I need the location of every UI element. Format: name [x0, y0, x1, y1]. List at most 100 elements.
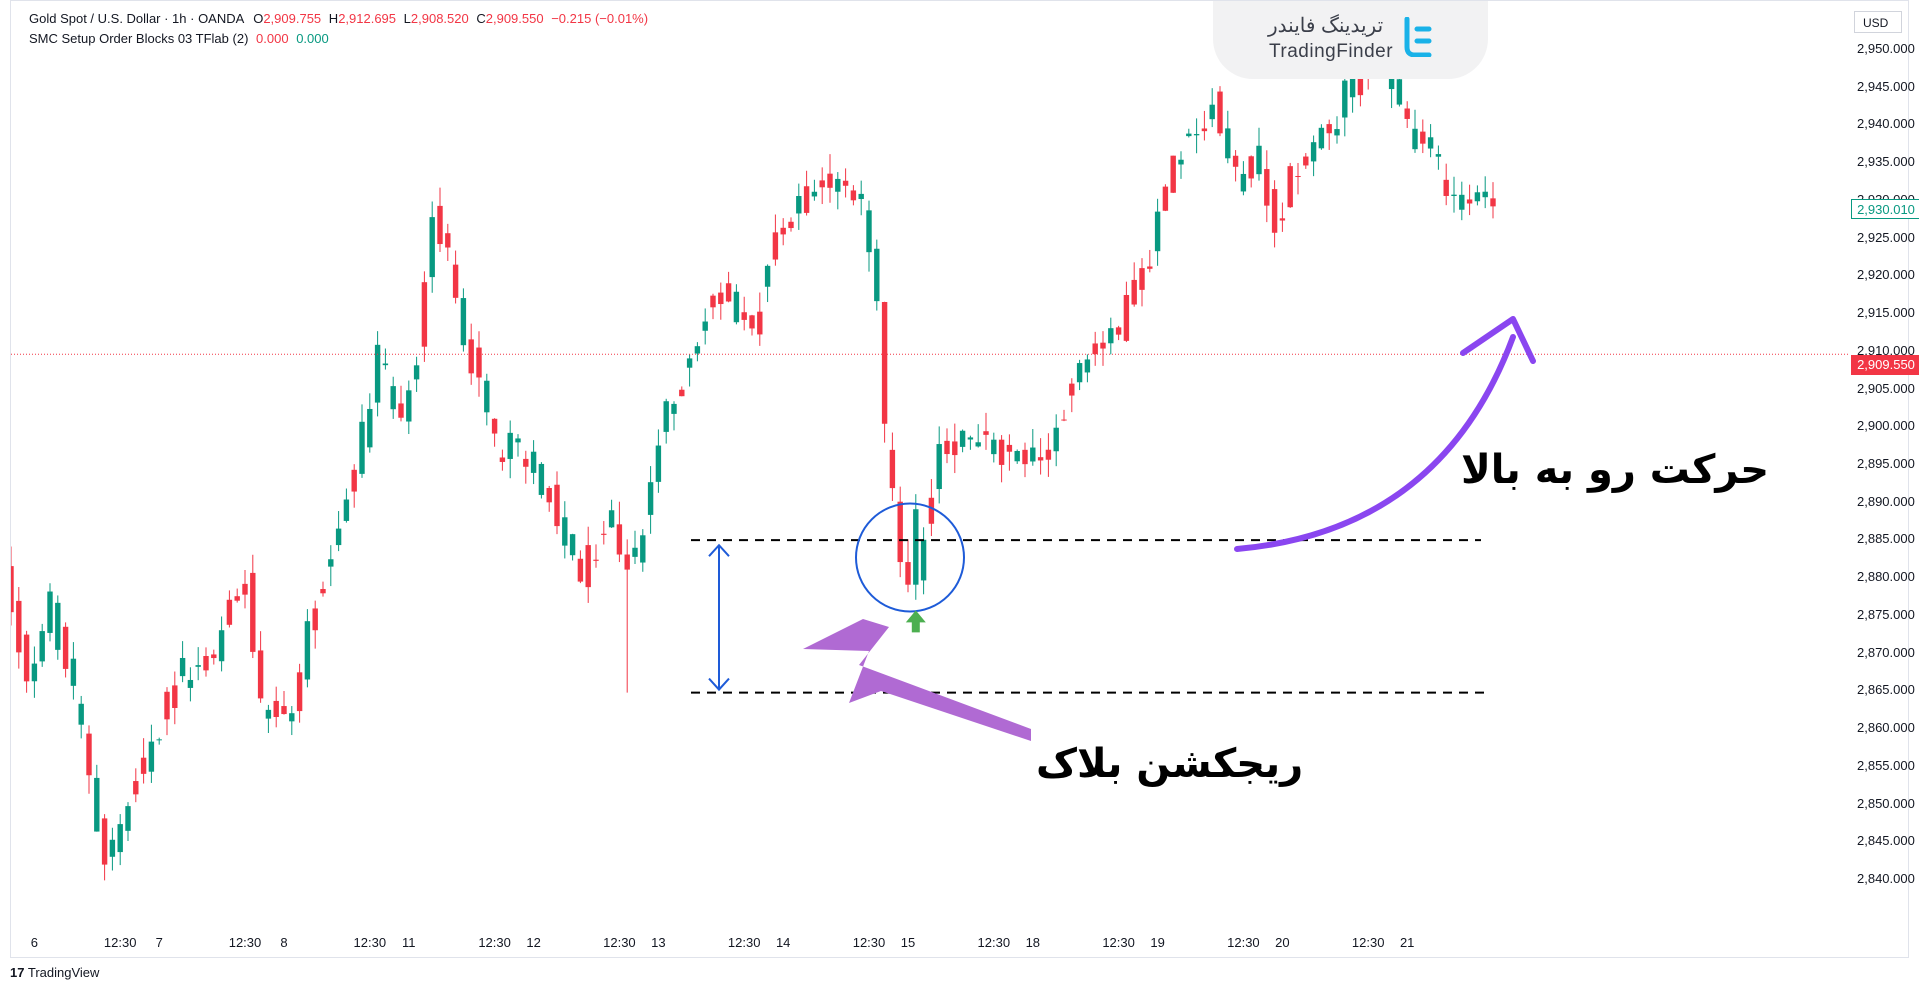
candle-down: [296, 672, 303, 712]
candle-down: [1404, 108, 1410, 119]
time-tick-label: 12:30: [977, 935, 1011, 950]
candle-up: [562, 517, 568, 546]
candle-down: [133, 781, 139, 795]
candle-down: [546, 487, 552, 503]
candle-down: [1069, 383, 1075, 396]
candle-down: [1006, 444, 1013, 452]
currency-selector[interactable]: USD: [1854, 11, 1902, 33]
legend-low: 2,908.520: [410, 11, 469, 26]
candle-down: [1420, 131, 1426, 144]
candle-down: [281, 706, 287, 715]
candle-up: [733, 291, 740, 323]
candle-up: [640, 535, 646, 563]
candle-down: [23, 634, 30, 682]
candle-up: [796, 196, 802, 214]
time-tick-label: 12:30: [727, 935, 761, 950]
candle-up: [694, 346, 701, 354]
candle-up: [374, 344, 381, 403]
candle-down: [998, 439, 1005, 465]
candle-down: [850, 190, 857, 201]
price-tick-label: 2,920.000: [1857, 267, 1915, 283]
price-tick-label: 2,915.000: [1857, 305, 1915, 321]
price-tick-label: 2,925.000: [1857, 229, 1915, 245]
candle-up: [920, 539, 927, 581]
chart-frame[interactable]: Gold Spot / U.S. Dollar · 1h · OANDA O2,…: [10, 0, 1919, 959]
candle-up: [1014, 450, 1020, 462]
candle-down: [1022, 449, 1028, 465]
chart-canvas[interactable]: [11, 1, 1910, 959]
price-tick-label: 2,910.000: [1857, 342, 1915, 358]
time-tick-label: 11: [402, 935, 416, 950]
candle-up: [335, 528, 342, 546]
candle-down: [523, 458, 529, 467]
price-tick-label: 2,950.000: [1857, 41, 1915, 56]
candle-down: [164, 691, 170, 720]
legend-h-label: H: [328, 11, 339, 26]
candle-down: [1466, 199, 1473, 204]
time-tick-label: 19: [1150, 935, 1165, 950]
candle-down: [445, 233, 451, 248]
price-tick-label: 2,895.000: [1857, 455, 1915, 471]
candle-down: [593, 559, 599, 561]
candle-up: [304, 621, 311, 680]
candle-down: [351, 469, 357, 492]
candle-down: [741, 312, 747, 320]
price-tick-label: 2,870.000: [1857, 644, 1915, 660]
price-tick-label: 2,855.000: [1857, 757, 1915, 773]
candle-down: [757, 311, 763, 335]
candle-up: [1342, 80, 1348, 118]
tradingview-mark-icon: 17: [10, 965, 25, 980]
candle-up: [811, 191, 818, 197]
candle-down: [203, 656, 209, 671]
candle-up: [1310, 142, 1317, 162]
candle-up: [1108, 328, 1114, 344]
candle-down: [1061, 419, 1067, 421]
time-tick-label: 12: [526, 935, 541, 950]
candle-up: [1209, 104, 1215, 120]
candle-up: [655, 445, 662, 482]
candle-down: [11, 566, 14, 613]
candle-up: [866, 210, 872, 253]
candle-down: [827, 173, 833, 188]
tradingview-brand: TradingView: [27, 965, 100, 980]
candle-up: [874, 248, 880, 302]
time-tick-label: 6: [30, 935, 39, 950]
candle-up: [148, 741, 155, 772]
candle-up: [632, 547, 638, 557]
tradingview-logo[interactable]: 17 TradingView: [10, 965, 99, 980]
candle-up: [1349, 71, 1356, 98]
legend-l-label: L: [403, 11, 411, 26]
candle-up: [390, 386, 396, 410]
candle-down: [928, 497, 935, 524]
candle-down: [889, 449, 896, 489]
indicator-value-2: 0.000: [296, 31, 329, 46]
candle-down: [242, 583, 248, 595]
candle-down: [234, 596, 240, 601]
candle-up: [1412, 128, 1418, 150]
legend-high: 2,912.695: [338, 11, 397, 26]
candle-down: [788, 221, 794, 229]
candle-up: [1030, 447, 1036, 462]
time-tick-label: 12:30: [1227, 935, 1260, 950]
candle-up: [1388, 77, 1395, 90]
candle-up: [1053, 427, 1059, 452]
candle-up: [959, 430, 966, 447]
candle-down: [1303, 156, 1309, 166]
candle-up: [858, 193, 864, 200]
legend-c-label: C: [476, 11, 486, 26]
price-tick-label: 2,935.000: [1857, 154, 1915, 170]
candle-down: [172, 685, 178, 708]
candle-down: [897, 501, 903, 563]
move-up-arrowhead: [1460, 316, 1536, 364]
price-tick-label: 2,875.000: [1857, 606, 1915, 622]
candle-down: [881, 302, 888, 424]
price-tick-label: 2,860.000: [1857, 720, 1915, 736]
candle-up: [1084, 359, 1091, 373]
candle-down: [905, 562, 911, 585]
candle-up: [265, 709, 272, 719]
range-bracket-bottom-arrow: [708, 677, 730, 692]
candle-up: [608, 510, 615, 528]
candle-up: [1225, 128, 1231, 159]
time-tick-label: 21: [1399, 935, 1415, 950]
candle-down: [1357, 71, 1364, 96]
